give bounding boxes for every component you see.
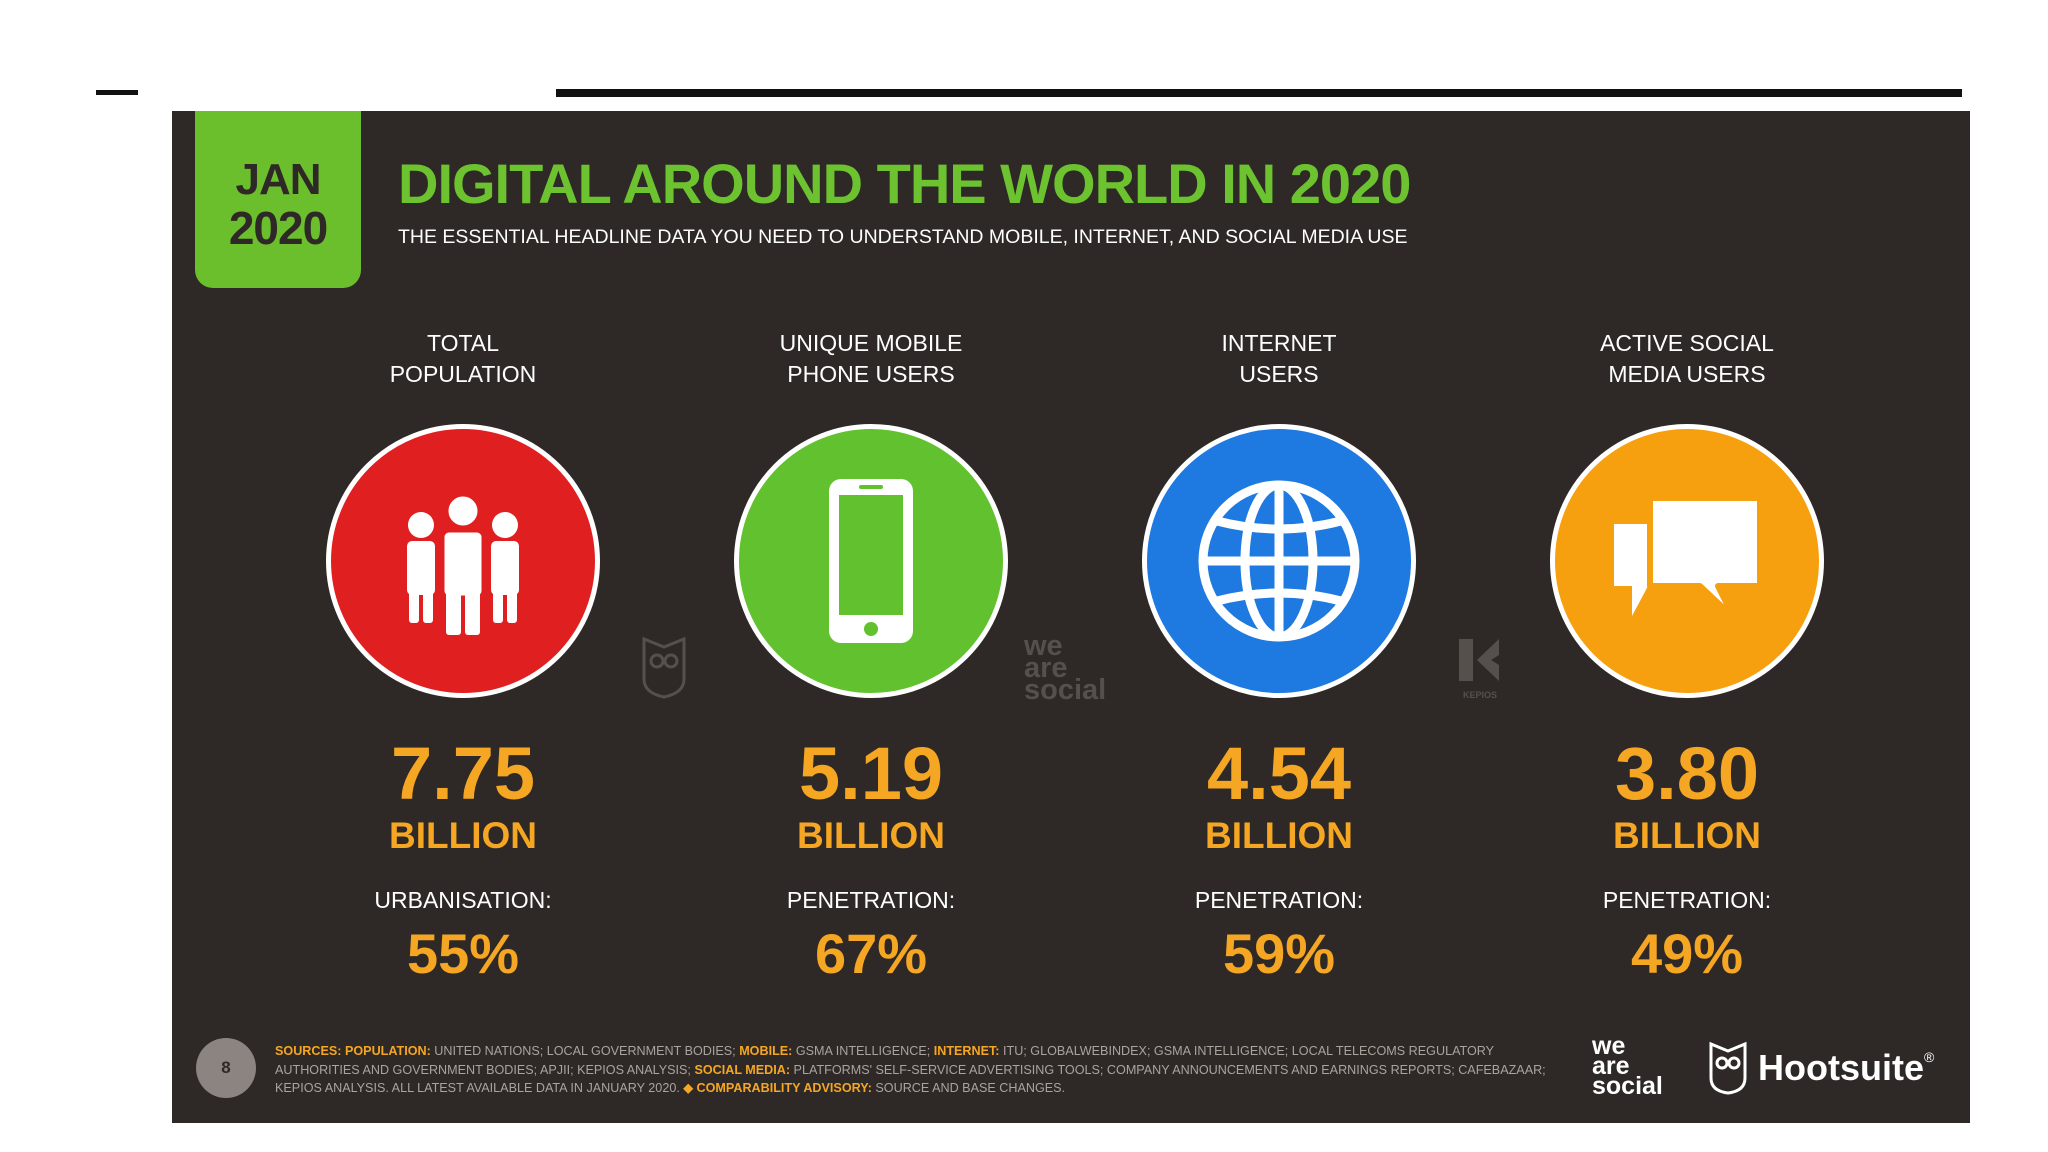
badge-year: 2020	[228, 202, 328, 254]
stat-sub-label: PENETRATION:	[1194, 887, 1364, 913]
stat-percent: 55%	[406, 922, 520, 985]
hootsuite-logo: Hootsuite ®	[1708, 1041, 1934, 1095]
badge-month: JAN	[235, 155, 321, 204]
registered-mark: ®	[1924, 1049, 1935, 1065]
page-number: 8	[196, 1038, 256, 1098]
stat-label: ACTIVE SOCIAL MEDIA USERS	[1600, 330, 1774, 387]
owl-watermark-icon	[642, 636, 686, 699]
stat-unit: BILLION	[797, 815, 945, 856]
decorative-dash	[96, 90, 138, 95]
stat-percent: 67%	[814, 922, 928, 985]
stat-unit: BILLION	[389, 815, 537, 856]
stat-unit: BILLION	[1205, 815, 1353, 856]
globe-icon	[1142, 424, 1416, 698]
stat-sub-label: PENETRATION:	[786, 887, 956, 913]
stat-unit: BILLION	[1613, 815, 1761, 856]
hootsuite-wordmark: Hootsuite	[1758, 1047, 1924, 1088]
stat-value: 3.80	[1614, 732, 1760, 815]
stat-sub-label: PENETRATION:	[1602, 887, 1772, 913]
stat-unique-mobile-phone-users: UNIQUE MOBILE PHONE USERS 5.19 BILLION PE…	[681, 328, 1061, 986]
stat-internet-users: INTERNET USERS 4.54 BILLION PENETRATION: …	[1089, 328, 1469, 986]
stat-value: 4.54	[1206, 732, 1352, 815]
kepios-watermark: KEPIOS	[1452, 635, 1508, 700]
stat-label: UNIQUE MOBILE PHONE USERS	[779, 330, 963, 387]
decorative-top-line	[556, 89, 1962, 97]
people-icon	[326, 424, 600, 698]
we-are-social-watermark: we are social	[1024, 630, 1107, 706]
stat-label: TOTAL POPULATION	[389, 330, 537, 387]
stat-label: INTERNET USERS	[1221, 330, 1337, 387]
slide-panel: JAN 2020 DIGITAL AROUND THE WORLD IN 202…	[172, 111, 1970, 1123]
kepios-watermark-icon	[1459, 639, 1499, 681]
stat-value: 7.75	[390, 732, 536, 815]
date-badge: JAN 2020	[195, 111, 361, 288]
stat-value: 5.19	[798, 732, 944, 815]
stat-sub-label: URBANISATION:	[374, 887, 552, 913]
slide-subtitle: THE ESSENTIAL HEADLINE DATA YOU NEED TO …	[398, 226, 1408, 248]
slide-title: DIGITAL AROUND THE WORLD IN 2020	[398, 152, 1411, 215]
stat-percent: 49%	[1630, 922, 1744, 985]
stat-total-population: TOTAL POPULATION 7.75 BILLION URBANISATIO…	[273, 328, 653, 986]
stat-active-social-media-users: ACTIVE SOCIAL MEDIA USERS 3.80 BILLION PE…	[1497, 328, 1877, 986]
stat-percent: 59%	[1222, 922, 1336, 985]
hootsuite-owl-icon	[1709, 1041, 1747, 1095]
we-are-social-logo: we are social	[1592, 1032, 1663, 1100]
speech-bubbles-icon	[1550, 424, 1824, 698]
mobile-phone-icon	[734, 424, 1008, 698]
sources-text: SOURCES: POPULATION: UNITED NATIONS; LOC…	[275, 1044, 1546, 1095]
